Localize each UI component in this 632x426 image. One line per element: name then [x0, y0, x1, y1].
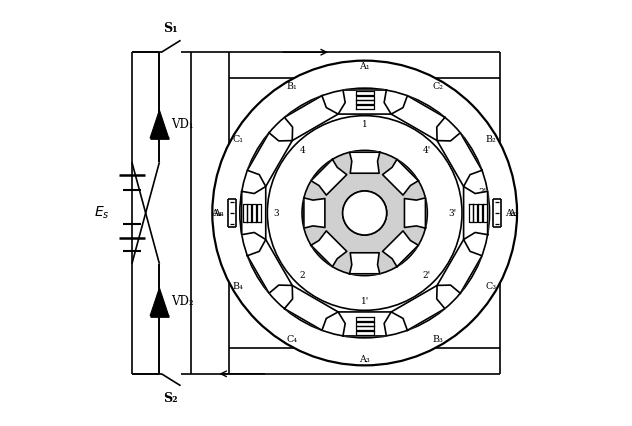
Polygon shape: [464, 187, 488, 239]
Text: 1: 1: [362, 121, 368, 130]
Text: A₄: A₄: [214, 208, 224, 218]
Polygon shape: [349, 152, 380, 173]
Polygon shape: [356, 317, 374, 321]
Circle shape: [240, 88, 490, 338]
Text: 3': 3': [478, 188, 487, 197]
Circle shape: [343, 191, 387, 235]
Polygon shape: [356, 91, 374, 95]
Polygon shape: [356, 95, 374, 100]
Polygon shape: [349, 253, 380, 274]
Text: B₄: B₄: [233, 282, 243, 291]
Text: A₁: A₁: [360, 63, 370, 72]
Polygon shape: [247, 133, 292, 187]
Polygon shape: [304, 198, 325, 228]
Text: B₁: B₁: [286, 82, 297, 91]
Polygon shape: [284, 96, 338, 141]
Text: A₂: A₂: [506, 208, 516, 218]
Polygon shape: [356, 322, 374, 326]
Text: S₂: S₂: [162, 391, 178, 405]
Text: $E_s$: $E_s$: [94, 205, 110, 221]
Polygon shape: [338, 312, 391, 336]
Text: 1': 1': [360, 296, 369, 305]
Text: 3': 3': [449, 208, 457, 218]
Polygon shape: [150, 110, 169, 138]
Polygon shape: [391, 285, 445, 330]
Text: 4': 4': [423, 146, 431, 155]
Polygon shape: [482, 204, 487, 222]
Text: VD₁: VD₁: [171, 118, 194, 131]
Text: C₃: C₃: [485, 282, 497, 291]
Text: 3: 3: [274, 208, 279, 218]
Polygon shape: [241, 187, 265, 239]
Polygon shape: [437, 133, 482, 187]
Text: B₂: B₂: [486, 135, 497, 144]
Polygon shape: [247, 239, 292, 293]
Circle shape: [267, 115, 462, 311]
Polygon shape: [478, 204, 482, 222]
Text: 2: 2: [300, 271, 305, 280]
Polygon shape: [468, 204, 473, 222]
Text: B₃: B₃: [432, 335, 443, 344]
Text: C₄: C₄: [286, 335, 297, 344]
Text: A₃: A₃: [360, 354, 370, 363]
Polygon shape: [247, 204, 252, 222]
Polygon shape: [252, 204, 256, 222]
Polygon shape: [356, 100, 374, 104]
Polygon shape: [284, 285, 338, 330]
Polygon shape: [257, 204, 261, 222]
Polygon shape: [150, 288, 169, 316]
Polygon shape: [382, 159, 418, 195]
Text: 2': 2': [423, 271, 431, 280]
Polygon shape: [243, 204, 247, 222]
Text: C₁: C₁: [233, 135, 244, 144]
Text: 4: 4: [300, 146, 305, 155]
Polygon shape: [473, 204, 478, 222]
Polygon shape: [311, 159, 347, 195]
Polygon shape: [382, 231, 418, 267]
Circle shape: [343, 191, 387, 235]
Text: A₂: A₂: [507, 208, 518, 218]
Text: C₂: C₂: [432, 82, 443, 91]
Circle shape: [212, 60, 517, 366]
Polygon shape: [356, 105, 374, 109]
Circle shape: [302, 150, 427, 276]
Text: S₁: S₁: [162, 22, 178, 35]
Polygon shape: [437, 239, 482, 293]
Polygon shape: [356, 326, 374, 331]
Polygon shape: [356, 331, 374, 335]
Polygon shape: [338, 90, 391, 114]
Polygon shape: [391, 96, 445, 141]
Polygon shape: [404, 198, 425, 228]
Text: VD₂: VD₂: [171, 295, 194, 308]
Polygon shape: [311, 231, 347, 267]
Text: A₄: A₄: [211, 208, 222, 218]
